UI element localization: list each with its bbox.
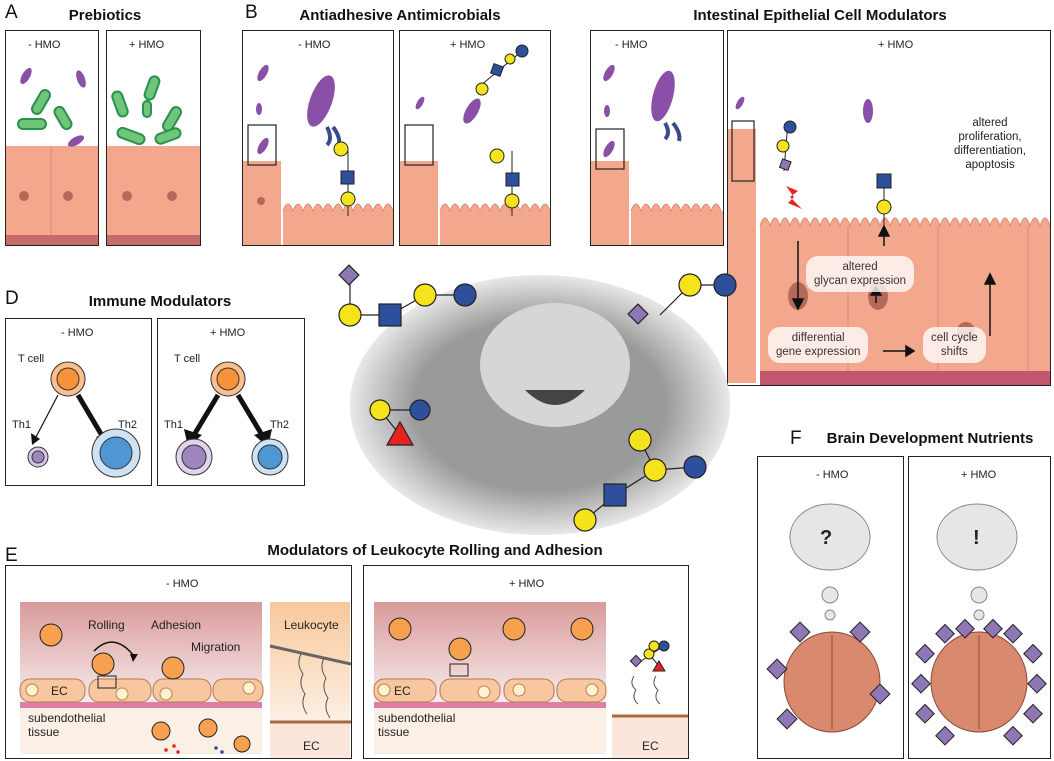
ec-label: EC (642, 739, 659, 753)
minus-hmo-label: - HMO (816, 469, 849, 481)
leukocyte-label: Leukocyte (284, 618, 339, 632)
panel-d-plus: + HMO T cell Th1 Th2 (157, 318, 305, 486)
brain-minus-illustration (766, 503, 891, 733)
minus-hmo-label: - HMO (28, 39, 61, 51)
panel-c-minus: - HMO (590, 30, 724, 246)
panel-b-letter: B (245, 2, 258, 23)
panel-f-title: Brain Development Nutrients (826, 430, 1034, 447)
panel-a-title: Prebiotics (68, 7, 142, 24)
cell-cycle-label: cell cycle shifts (923, 327, 986, 363)
tcell-label: T cell (174, 353, 201, 365)
leukocyte-minus-illustration (19, 602, 351, 758)
th2-label: Th2 (270, 419, 289, 431)
ec-label: EC (394, 684, 411, 698)
minus-hmo-label: - HMO (615, 39, 648, 51)
differential-gene-label: differential gene expression (768, 327, 869, 363)
rolling-label: Rolling (88, 618, 125, 632)
epithelial-minus-illustration (591, 64, 723, 245)
brain-plus-illustration (911, 503, 1047, 746)
plus-hmo-label: + HMO (961, 469, 997, 481)
subendothelial-label: subendothelial tissue (28, 711, 106, 739)
th1-label: Th1 (164, 419, 183, 431)
antiadhesive-plus-illustration (400, 44, 550, 245)
infant-photo-with-glycans (338, 264, 737, 535)
subendothelial-label: subendothelial tissue (378, 711, 456, 739)
altered-proliferation-label: altered proliferation, differentiation, … (953, 117, 1027, 171)
panel-f-plus: + HMO ! (908, 456, 1051, 759)
tcell-label: T cell (18, 353, 45, 365)
plus-hmo-label: + HMO (450, 39, 486, 51)
panel-e-plus: + HMO EC subendothelial tissue EC (363, 565, 689, 759)
panel-b-title: Antiadhesive Antimicrobials (299, 7, 501, 24)
plus-hmo-label: + HMO (129, 39, 165, 51)
migration-label: Migration (191, 640, 241, 654)
question-mark: ? (820, 527, 833, 549)
ec-label: EC (51, 684, 68, 698)
panel-b-plus: + HMO (399, 30, 551, 246)
altered-glycan-label: altered glycan expression (806, 256, 915, 292)
panel-a-plus: + HMO (106, 30, 201, 246)
panel-c-plus: + HMO altered glycan expression differen… (727, 30, 1051, 386)
panel-b-minus: - HMO (242, 30, 394, 246)
plus-hmo-label: + HMO (210, 327, 246, 339)
th2-label: Th2 (118, 419, 137, 431)
panel-c-title: Intestinal Epithelial Cell Modulators (693, 7, 947, 24)
th1-label: Th1 (12, 419, 31, 431)
plus-hmo-label: + HMO (509, 578, 545, 590)
prebiotic-minus-illustration (6, 67, 98, 245)
minus-hmo-label: - HMO (298, 39, 331, 51)
panel-d-minus: - HMO T cell Th1 Th2 (5, 318, 152, 486)
panel-f-letter: F (790, 428, 802, 449)
minus-hmo-label: - HMO (166, 578, 199, 590)
panel-a-letter: A (5, 2, 18, 23)
prebiotic-plus-illustration (107, 75, 200, 245)
panel-f-minus: - HMO ? (757, 456, 904, 759)
exclamation-mark: ! (973, 527, 980, 549)
panel-a-minus: - HMO (5, 30, 99, 246)
panel-d-letter: D (5, 288, 19, 309)
panel-e-minus: - HMO Rolling Adhesion Migration EC sube… (5, 565, 352, 759)
leukocyte-plus-illustration (373, 602, 688, 758)
minus-hmo-label: - HMO (61, 327, 94, 339)
antiadhesive-minus-illustration (243, 64, 393, 245)
panel-e-letter: E (5, 545, 18, 566)
plus-hmo-label: + HMO (878, 39, 914, 51)
adhesion-label: Adhesion (151, 618, 202, 632)
immune-minus-illustration (27, 361, 141, 478)
ec-label: EC (303, 739, 320, 753)
immune-plus-illustration (175, 361, 289, 476)
panel-d-title: Immune Modulators (88, 293, 232, 310)
panel-e-title: Modulators of Leukocyte Rolling and Adhe… (267, 542, 603, 559)
